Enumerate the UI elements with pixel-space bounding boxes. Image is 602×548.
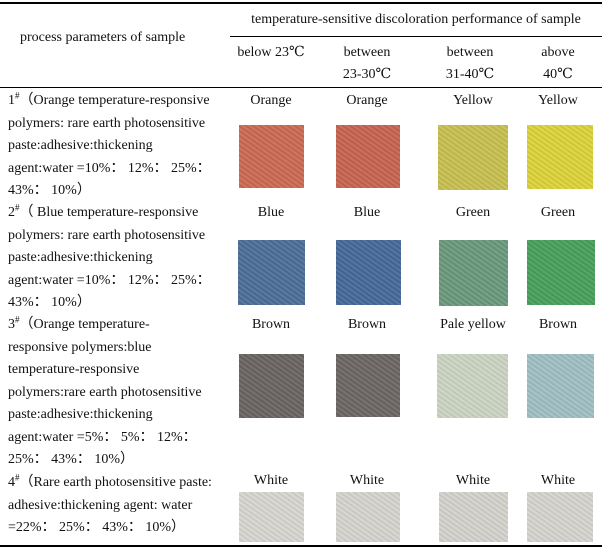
sample-1-color-31-40: Yellow bbox=[453, 93, 493, 108]
sample-3-swatch-23-30 bbox=[336, 354, 400, 417]
sample-2-swatch-above-40 bbox=[527, 240, 595, 305]
sample-4-color-31-40: White bbox=[455, 473, 491, 488]
bottom-rule bbox=[0, 545, 602, 547]
sample-4-color-above-40: White bbox=[540, 473, 576, 488]
sample-4-color-23-30: White bbox=[349, 473, 385, 488]
sample-4-color-below-23: White bbox=[253, 473, 289, 488]
sample-1-description: 1#（Orange temperature-responsive polymer… bbox=[8, 90, 211, 198]
sample-2-color-23-30: Blue bbox=[353, 205, 381, 220]
sample-3-swatch-below-23 bbox=[239, 354, 304, 418]
sample-4-swatch-31-40 bbox=[439, 492, 508, 542]
sample-2-color-31-40: Green bbox=[455, 205, 491, 220]
sample-2-swatch-31-40 bbox=[439, 240, 508, 306]
sample-1-swatch-23-30 bbox=[336, 125, 400, 188]
header-bottom-rule bbox=[0, 87, 602, 88]
sample-4-description: 4#（Rare earth photosensitive paste: adhe… bbox=[8, 472, 212, 535]
sample-3-swatch-above-40 bbox=[527, 354, 594, 418]
sample-3-description: 3#（Orange temperature- responsive polyme… bbox=[8, 314, 202, 467]
subheader-31-40: between 31-40℃ bbox=[445, 45, 495, 82]
sample-2-swatch-below-23 bbox=[238, 240, 305, 305]
subheader-above-40: above 40℃ bbox=[541, 45, 575, 82]
sample-2-description: 2#（ Blue temperature-responsive polymers… bbox=[8, 202, 211, 310]
sample-1-color-23-30: Orange bbox=[346, 93, 388, 108]
sample-3-color-23-30: Brown bbox=[347, 317, 387, 332]
header-col-process-parameters: process parameters of sample bbox=[20, 30, 186, 45]
header-group-discoloration-performance: temperature-sensitive discoloration perf… bbox=[251, 12, 581, 27]
sample-1-swatch-below-23 bbox=[239, 125, 304, 188]
sample-3-color-above-40: Brown bbox=[538, 317, 578, 332]
sample-2-color-below-23: Blue bbox=[257, 205, 285, 220]
top-rule bbox=[0, 2, 602, 4]
subheader-below-23: below 23℃ bbox=[237, 45, 305, 60]
sample-3-color-31-40: Pale yellow bbox=[440, 317, 506, 332]
group-underline bbox=[230, 36, 602, 37]
sample-3-color-below-23: Brown bbox=[251, 317, 291, 332]
sample-2-color-above-40: Green bbox=[540, 205, 576, 220]
sample-4-swatch-above-40 bbox=[527, 492, 593, 542]
sample-1-swatch-31-40 bbox=[438, 125, 508, 190]
sample-4-swatch-below-23 bbox=[239, 492, 304, 542]
subheader-23-30: between 23-30℃ bbox=[342, 45, 392, 82]
sample-4-swatch-23-30 bbox=[336, 492, 400, 542]
sample-1-color-below-23: Orange bbox=[250, 93, 292, 108]
sample-2-swatch-23-30 bbox=[336, 240, 401, 305]
sample-1-color-above-40: Yellow bbox=[538, 93, 578, 108]
sample-3-swatch-31-40 bbox=[437, 354, 508, 418]
sample-1-swatch-above-40 bbox=[527, 125, 593, 189]
